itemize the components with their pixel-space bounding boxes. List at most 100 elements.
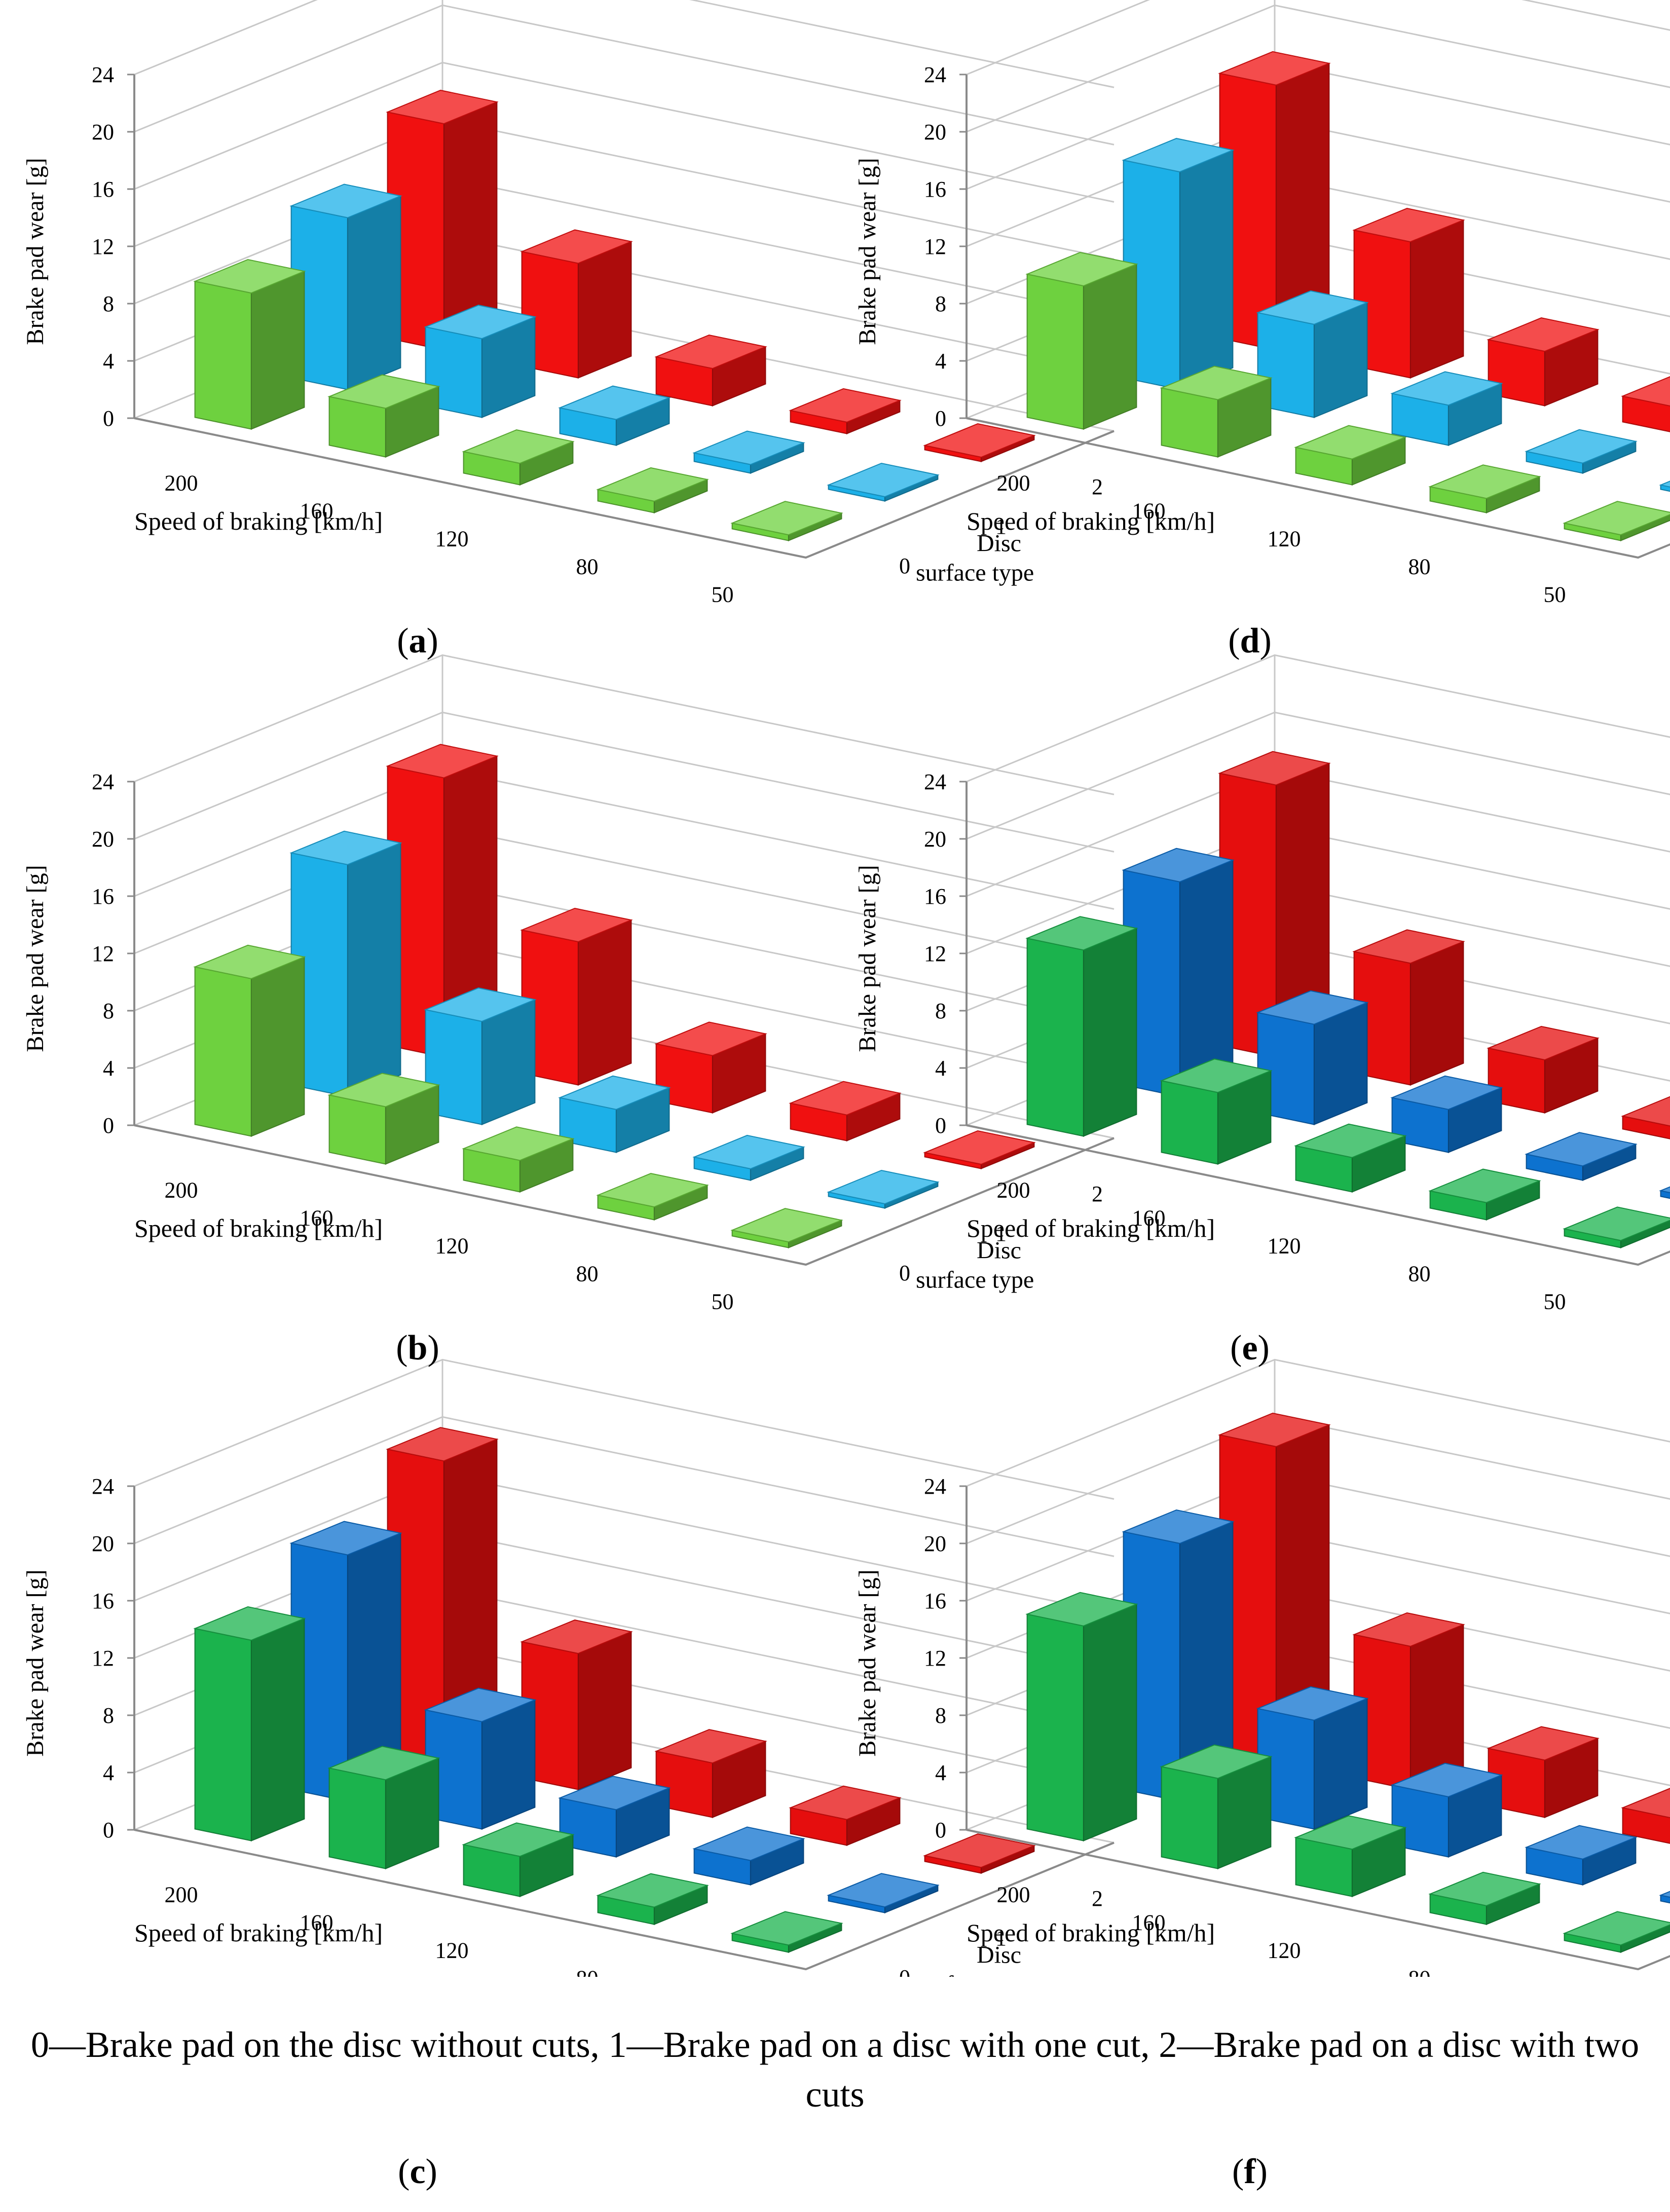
bar-top-face (386, 90, 499, 125)
bar-side-face (1179, 149, 1234, 390)
bar-top-face (1563, 501, 1670, 536)
figure-caption: 0—Brake pad on the disc without cuts, 1—… (30, 2024, 1640, 2115)
y-tick-label: 4 (103, 1056, 114, 1081)
y-tick-label: 24 (92, 62, 114, 87)
bar-side-face (1620, 514, 1670, 541)
bar-1-80 (692, 1134, 805, 1181)
floor-axis-line (966, 417, 1670, 559)
x-tick-label: 50 (1544, 582, 1566, 607)
y-axis-title: Brake pad wear [g] (854, 865, 881, 1052)
z-axis-title-line2: surface type (916, 560, 1034, 586)
bar-0-120 (462, 1126, 575, 1193)
bar-top-face (1294, 1815, 1407, 1850)
bar-side-face (1083, 263, 1137, 430)
bar-top-face (1563, 1206, 1670, 1241)
bar-2-80 (1621, 1788, 1670, 1844)
bar-top-face (558, 1075, 671, 1110)
bar-top-face (1390, 371, 1503, 406)
x-tick-label: 120 (435, 1234, 469, 1259)
bar-top-face (1256, 290, 1369, 325)
bar-2-80 (789, 1785, 902, 1846)
bar-top-face (1487, 1025, 1600, 1061)
bar-top-face (923, 1130, 1036, 1165)
x-tick-label: 120 (435, 1938, 469, 1963)
bar-1-200 (289, 183, 402, 390)
bar-top-face (424, 305, 537, 340)
y-tick-label: 12 (924, 941, 946, 966)
bar-0-200 (1025, 916, 1138, 1137)
bar-top-face (692, 1826, 805, 1861)
bar-top-face (730, 1911, 843, 1946)
bar-top-face (1122, 1509, 1235, 1544)
y-tick-label: 8 (935, 999, 946, 1023)
bar-top-face (386, 1427, 499, 1462)
bar-top-face (1525, 429, 1638, 464)
y-tick-label: 20 (924, 1531, 946, 1556)
bar-0-200 (193, 944, 306, 1137)
x-tick-label: 160 (300, 1206, 333, 1231)
bar-top-face (1428, 464, 1541, 499)
bar-top-face (1621, 376, 1670, 407)
floor-axis-line (134, 1829, 1115, 1971)
bar-top-face (730, 501, 843, 536)
floor-axis-line (966, 1829, 1670, 1971)
y-tick-label: 24 (92, 769, 114, 794)
x-axis-title: Speed of braking [km/h] (967, 507, 1215, 535)
bar-1-200 (1122, 138, 1235, 390)
y-tick-label: 16 (924, 1589, 946, 1613)
bar-0-120 (1294, 1123, 1407, 1193)
bar-top-face (1525, 1132, 1638, 1167)
bar-top-face (1428, 1871, 1541, 1906)
x-axis-title: Speed of braking [km/h] (967, 1919, 1215, 1947)
x-tick-label: 80 (576, 1966, 599, 1977)
y-tick-label: 20 (92, 1531, 114, 1556)
bar-top-face (289, 1521, 402, 1556)
bar-top-face (424, 987, 537, 1022)
bar-0-160 (327, 374, 440, 458)
bar-0-80 (596, 1173, 709, 1221)
z-tick-label: 2 (1092, 1886, 1103, 1911)
bar-top-face (654, 334, 767, 370)
x-tick-label: 50 (712, 1289, 734, 1314)
bar-top-face (1218, 1412, 1331, 1448)
bar-0-120 (1294, 1815, 1407, 1897)
x-tick-label: 120 (435, 527, 469, 551)
x-tick-label: 200 (997, 1883, 1030, 1907)
bar-0-160 (1160, 1058, 1273, 1165)
bar-top-face (1352, 1612, 1465, 1647)
bar-front-face (1622, 395, 1670, 432)
bar-top-face (1122, 847, 1235, 882)
bar-0-200 (1025, 1592, 1138, 1841)
panel-label-a: (a) (397, 621, 438, 660)
bar-front-face (1660, 1894, 1670, 1904)
bar-top-face (1256, 990, 1369, 1025)
bar-1-120 (1390, 1075, 1503, 1153)
bar-top-face (596, 467, 709, 502)
bar-2-160 (520, 907, 633, 1086)
bar-side-face (1620, 1924, 1670, 1953)
bar-top-face (386, 744, 499, 779)
bar-top-face (462, 1126, 575, 1161)
gridline (134, 654, 1115, 795)
bar-0-200 (193, 259, 306, 430)
panel-label-c: (c) (398, 2152, 437, 2191)
y-tick-label: 4 (935, 1056, 946, 1081)
floor-axis-line (966, 1124, 1670, 1266)
x-tick-label: 120 (1268, 1234, 1301, 1259)
bar-1-80 (1525, 429, 1638, 474)
x-tick-label: 50 (1544, 1289, 1566, 1314)
bar-2-160 (1352, 208, 1465, 379)
bar-top-face (1122, 138, 1235, 173)
bar-0-120 (462, 429, 575, 486)
bar-side-face (577, 241, 632, 379)
bar-2-120 (654, 1021, 767, 1114)
bar-side-face (1409, 219, 1464, 379)
bar-1-80 (1525, 1132, 1638, 1181)
y-tick-label: 12 (92, 234, 114, 259)
panel-label-e: (e) (1230, 1329, 1270, 1368)
bar-2-80 (1621, 376, 1670, 432)
bar-side-face (1409, 1624, 1464, 1790)
y-tick-label: 8 (935, 291, 946, 316)
